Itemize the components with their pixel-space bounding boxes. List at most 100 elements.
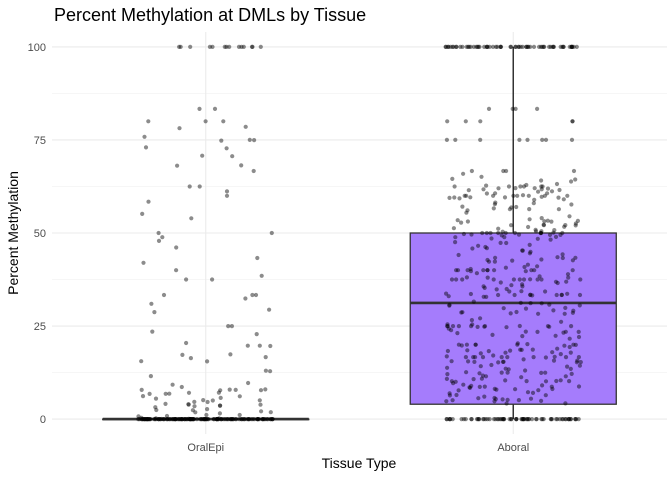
data-point xyxy=(520,284,525,289)
data-point xyxy=(558,378,563,383)
data-point xyxy=(573,223,578,228)
data-point xyxy=(534,417,539,422)
data-point xyxy=(567,379,572,384)
data-point xyxy=(466,359,471,364)
data-point xyxy=(504,286,509,292)
data-point xyxy=(260,417,265,422)
data-point xyxy=(566,275,571,280)
data-point xyxy=(229,324,234,329)
data-point xyxy=(532,186,537,191)
data-point xyxy=(528,301,533,306)
data-point xyxy=(192,399,197,404)
data-point xyxy=(542,193,548,198)
data-point xyxy=(474,271,479,276)
data-point xyxy=(578,360,583,365)
data-point xyxy=(450,417,455,422)
data-point xyxy=(539,417,544,422)
data-point xyxy=(167,417,172,422)
data-point xyxy=(514,417,519,422)
data-point xyxy=(542,219,547,224)
data-point xyxy=(492,259,497,264)
data-point xyxy=(503,366,508,371)
data-point xyxy=(164,413,170,419)
data-point xyxy=(563,417,568,422)
chart-title: Percent Methylation at DMLs by Tissue xyxy=(54,5,366,25)
data-point xyxy=(558,352,563,357)
data-point xyxy=(234,417,239,422)
data-point xyxy=(552,354,557,359)
data-point xyxy=(553,333,558,338)
data-point xyxy=(191,417,196,422)
data-point xyxy=(539,277,544,282)
data-point xyxy=(549,417,554,422)
data-point xyxy=(530,347,535,352)
data-point xyxy=(459,310,464,315)
data-point xyxy=(465,348,470,353)
data-point xyxy=(525,44,530,50)
data-point xyxy=(145,417,150,422)
data-point xyxy=(464,193,469,198)
data-point xyxy=(549,219,554,224)
data-point xyxy=(524,379,529,384)
data-point xyxy=(524,44,529,50)
data-point xyxy=(469,168,474,174)
data-point xyxy=(161,417,166,422)
data-point xyxy=(562,224,567,229)
data-point xyxy=(216,416,222,421)
data-point xyxy=(470,246,475,251)
data-point xyxy=(551,358,557,363)
box-oralepi xyxy=(102,417,310,421)
data-point xyxy=(188,417,193,422)
data-point xyxy=(465,268,470,273)
data-point xyxy=(566,417,571,422)
data-point xyxy=(448,417,453,422)
data-point xyxy=(210,398,215,403)
data-point xyxy=(523,329,528,334)
data-point xyxy=(556,207,562,212)
data-point xyxy=(156,230,161,236)
data-point xyxy=(571,44,576,50)
data-point xyxy=(526,193,531,198)
data-point xyxy=(463,119,468,124)
data-point xyxy=(560,230,565,236)
data-point xyxy=(573,417,578,422)
data-point xyxy=(447,195,452,200)
data-point xyxy=(539,301,544,306)
data-point xyxy=(573,417,578,422)
data-point xyxy=(539,398,544,403)
data-point xyxy=(469,232,474,237)
data-point xyxy=(551,44,557,50)
data-point xyxy=(264,417,270,422)
data-point xyxy=(563,305,568,310)
data-point xyxy=(482,285,487,290)
data-point xyxy=(573,342,578,347)
data-point xyxy=(513,44,518,50)
data-point xyxy=(482,324,488,329)
data-point xyxy=(540,44,545,50)
data-point xyxy=(270,417,275,422)
data-point xyxy=(444,354,449,359)
data-point xyxy=(228,352,233,357)
data-point xyxy=(541,223,547,228)
data-point xyxy=(505,370,510,375)
data-point xyxy=(249,417,254,422)
data-point xyxy=(540,137,545,142)
data-point xyxy=(562,311,567,316)
data-point xyxy=(520,334,525,339)
data-point xyxy=(188,44,193,50)
data-point xyxy=(237,412,242,418)
data-point xyxy=(194,417,199,422)
data-point xyxy=(142,417,148,422)
data-point xyxy=(534,417,539,422)
data-point xyxy=(481,187,486,192)
data-point xyxy=(451,44,456,50)
y-axis-title: Percent Methylation xyxy=(5,171,21,295)
data-point xyxy=(520,44,525,50)
data-point xyxy=(491,277,496,282)
data-point xyxy=(493,44,499,50)
data-point xyxy=(140,417,145,422)
data-point xyxy=(174,245,179,250)
data-point xyxy=(161,417,166,422)
data-point xyxy=(184,340,189,346)
data-point xyxy=(560,255,565,261)
